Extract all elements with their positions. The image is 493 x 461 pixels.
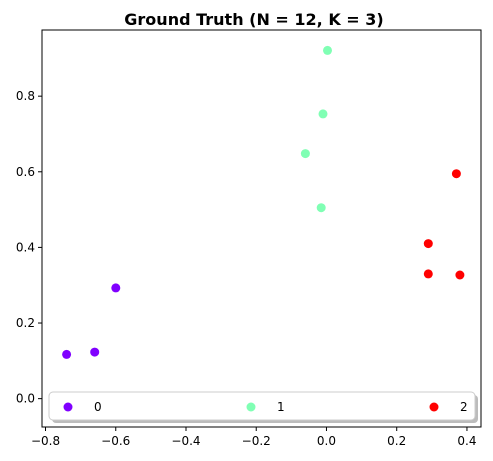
x-tick-label: −0.6	[101, 434, 130, 448]
x-tick-label: 0.2	[387, 434, 406, 448]
legend-marker-0	[63, 402, 73, 412]
scatter-point-cluster-2	[423, 239, 433, 249]
legend-items: 0 1 2	[63, 400, 468, 414]
scatter-point-cluster-0	[111, 283, 121, 293]
chart-title: Ground Truth (N = 12, K = 3)	[124, 10, 383, 29]
y-tick-label: 0.4	[16, 240, 35, 254]
legend-marker-2	[429, 402, 439, 412]
x-tick-label: 0.0	[317, 434, 336, 448]
legend-box	[48, 391, 476, 421]
x-tick-label: −0.2	[242, 434, 271, 448]
scatter-point-cluster-2	[423, 269, 433, 279]
y-tick-label: 0.0	[16, 392, 35, 406]
scatter-point-cluster-0	[62, 349, 72, 359]
legend-marker-1	[246, 402, 256, 412]
x-tick-label: −0.8	[31, 434, 60, 448]
axes-frame	[41, 29, 482, 428]
legend-label-1: 1	[277, 400, 285, 414]
legend: 0 1 2	[48, 391, 478, 423]
x-tick-label: 0.4	[457, 434, 476, 448]
x-tick-label: −0.4	[171, 434, 200, 448]
y-tick-label: 0.8	[16, 89, 35, 103]
plot-area: −0.8 −0.6 −0.4 −0.2 0.0 0.2 0.4 0.00.20.40.60.…	[16, 29, 482, 448]
points-layer	[62, 45, 465, 359]
y-tick-label: 0.2	[16, 316, 35, 330]
scatter-point-cluster-2	[455, 270, 465, 280]
legend-label-0: 0	[94, 400, 102, 414]
scatter-point-cluster-0	[90, 347, 100, 357]
x-axis-ticks: −0.8 −0.6 −0.4 −0.2 0.0 0.2 0.4	[31, 427, 476, 448]
scatter-point-cluster-1	[300, 149, 310, 159]
y-tick-label: 0.6	[16, 165, 35, 179]
scatter-point-cluster-1	[316, 203, 326, 213]
scatter-point-cluster-1	[318, 109, 328, 119]
legend-label-2: 2	[460, 400, 468, 414]
scatter-point-cluster-2	[451, 169, 461, 179]
y-axis-ticks: 0.0 0.2 0.4 0.6 0.8	[16, 89, 42, 406]
scatter-point-cluster-1	[323, 45, 332, 55]
